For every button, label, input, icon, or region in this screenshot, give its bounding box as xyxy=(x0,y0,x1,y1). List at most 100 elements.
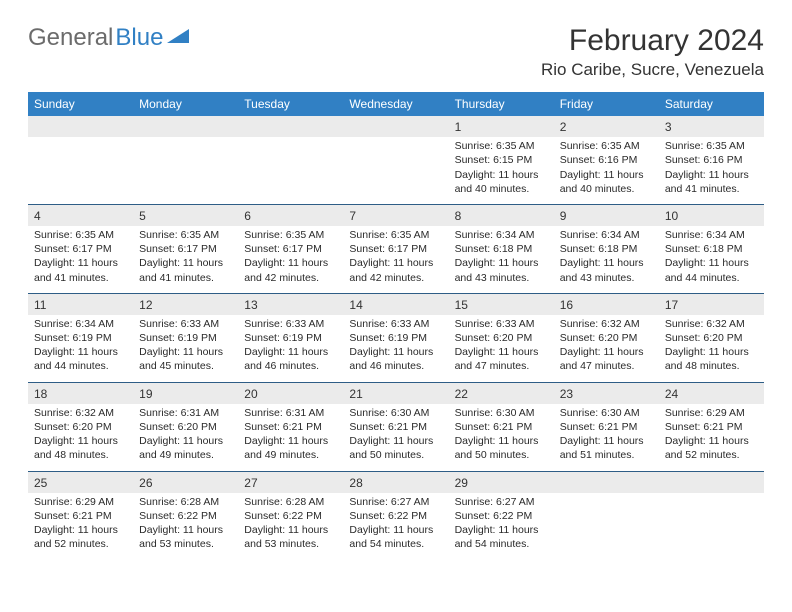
day-content-cell xyxy=(28,137,133,204)
day-number-cell: 7 xyxy=(343,204,448,226)
daylight-line: Daylight: 11 hours and 52 minutes. xyxy=(34,523,127,551)
sunset-line: Sunset: 6:18 PM xyxy=(560,242,653,256)
calendar-page: GeneralBlue February 2024 Rio Caribe, Su… xyxy=(0,0,792,583)
day-number-cell: 3 xyxy=(659,116,764,137)
day-number-cell: 13 xyxy=(238,293,343,315)
daylight-line: Daylight: 11 hours and 45 minutes. xyxy=(139,345,232,373)
day-number-cell: 24 xyxy=(659,382,764,404)
sunset-line: Sunset: 6:15 PM xyxy=(455,153,548,167)
day-content-cell: Sunrise: 6:35 AMSunset: 6:16 PMDaylight:… xyxy=(659,137,764,204)
daylight-line: Daylight: 11 hours and 44 minutes. xyxy=(665,256,758,284)
daylight-line: Daylight: 11 hours and 43 minutes. xyxy=(560,256,653,284)
day-content-cell: Sunrise: 6:28 AMSunset: 6:22 PMDaylight:… xyxy=(133,493,238,560)
day-number-row: 18192021222324 xyxy=(28,382,764,404)
daylight-line: Daylight: 11 hours and 50 minutes. xyxy=(455,434,548,462)
daylight-line: Daylight: 11 hours and 41 minutes. xyxy=(665,168,758,196)
weekday-header: Tuesday xyxy=(238,92,343,116)
sunset-line: Sunset: 6:16 PM xyxy=(560,153,653,167)
day-number-cell: 9 xyxy=(554,204,659,226)
sunset-line: Sunset: 6:20 PM xyxy=(455,331,548,345)
sunrise-line: Sunrise: 6:32 AM xyxy=(560,317,653,331)
sunrise-line: Sunrise: 6:32 AM xyxy=(34,406,127,420)
weekday-header: Wednesday xyxy=(343,92,448,116)
sunrise-line: Sunrise: 6:35 AM xyxy=(455,139,548,153)
day-content-cell: Sunrise: 6:35 AMSunset: 6:17 PMDaylight:… xyxy=(133,226,238,293)
day-content-cell: Sunrise: 6:30 AMSunset: 6:21 PMDaylight:… xyxy=(554,404,659,471)
sunrise-line: Sunrise: 6:30 AM xyxy=(349,406,442,420)
daylight-line: Daylight: 11 hours and 48 minutes. xyxy=(34,434,127,462)
day-number-cell xyxy=(133,116,238,137)
day-number-cell: 29 xyxy=(449,471,554,493)
day-number-cell: 2 xyxy=(554,116,659,137)
sunrise-line: Sunrise: 6:31 AM xyxy=(139,406,232,420)
sunrise-line: Sunrise: 6:34 AM xyxy=(560,228,653,242)
daylight-line: Daylight: 11 hours and 43 minutes. xyxy=(455,256,548,284)
sunrise-line: Sunrise: 6:27 AM xyxy=(349,495,442,509)
day-number-cell: 20 xyxy=(238,382,343,404)
daylight-line: Daylight: 11 hours and 40 minutes. xyxy=(560,168,653,196)
sunrise-line: Sunrise: 6:34 AM xyxy=(455,228,548,242)
day-number-cell: 21 xyxy=(343,382,448,404)
day-number-cell: 16 xyxy=(554,293,659,315)
day-content-cell: Sunrise: 6:35 AMSunset: 6:17 PMDaylight:… xyxy=(238,226,343,293)
sunrise-line: Sunrise: 6:35 AM xyxy=(665,139,758,153)
day-number-cell: 1 xyxy=(449,116,554,137)
day-content-row: Sunrise: 6:29 AMSunset: 6:21 PMDaylight:… xyxy=(28,493,764,560)
daylight-line: Daylight: 11 hours and 46 minutes. xyxy=(349,345,442,373)
day-content-row: Sunrise: 6:34 AMSunset: 6:19 PMDaylight:… xyxy=(28,315,764,382)
sunset-line: Sunset: 6:22 PM xyxy=(244,509,337,523)
day-number-cell: 12 xyxy=(133,293,238,315)
day-content-cell: Sunrise: 6:32 AMSunset: 6:20 PMDaylight:… xyxy=(659,315,764,382)
weekday-header: Saturday xyxy=(659,92,764,116)
day-number-cell: 25 xyxy=(28,471,133,493)
sunset-line: Sunset: 6:20 PM xyxy=(560,331,653,345)
day-content-cell: Sunrise: 6:27 AMSunset: 6:22 PMDaylight:… xyxy=(449,493,554,560)
day-content-cell: Sunrise: 6:33 AMSunset: 6:19 PMDaylight:… xyxy=(238,315,343,382)
sunset-line: Sunset: 6:17 PM xyxy=(244,242,337,256)
sunrise-line: Sunrise: 6:35 AM xyxy=(244,228,337,242)
day-number-cell: 8 xyxy=(449,204,554,226)
sunset-line: Sunset: 6:21 PM xyxy=(455,420,548,434)
day-content-cell: Sunrise: 6:30 AMSunset: 6:21 PMDaylight:… xyxy=(343,404,448,471)
sunset-line: Sunset: 6:21 PM xyxy=(560,420,653,434)
daylight-line: Daylight: 11 hours and 42 minutes. xyxy=(349,256,442,284)
sunset-line: Sunset: 6:17 PM xyxy=(349,242,442,256)
day-number-cell: 11 xyxy=(28,293,133,315)
logo-text-gray: General xyxy=(28,24,113,52)
day-number-cell: 10 xyxy=(659,204,764,226)
day-content-cell: Sunrise: 6:29 AMSunset: 6:21 PMDaylight:… xyxy=(28,493,133,560)
day-content-cell: Sunrise: 6:32 AMSunset: 6:20 PMDaylight:… xyxy=(28,404,133,471)
day-number-row: 45678910 xyxy=(28,204,764,226)
sunset-line: Sunset: 6:18 PM xyxy=(665,242,758,256)
sunrise-line: Sunrise: 6:35 AM xyxy=(560,139,653,153)
month-title: February 2024 xyxy=(541,24,764,58)
daylight-line: Daylight: 11 hours and 50 minutes. xyxy=(349,434,442,462)
day-number-cell: 22 xyxy=(449,382,554,404)
weekday-header: Sunday xyxy=(28,92,133,116)
sunrise-line: Sunrise: 6:34 AM xyxy=(665,228,758,242)
sunset-line: Sunset: 6:20 PM xyxy=(139,420,232,434)
sunset-line: Sunset: 6:19 PM xyxy=(244,331,337,345)
day-content-cell xyxy=(659,493,764,560)
day-content-cell: Sunrise: 6:33 AMSunset: 6:19 PMDaylight:… xyxy=(343,315,448,382)
sunrise-line: Sunrise: 6:33 AM xyxy=(244,317,337,331)
sunrise-line: Sunrise: 6:30 AM xyxy=(560,406,653,420)
sunset-line: Sunset: 6:21 PM xyxy=(244,420,337,434)
sunset-line: Sunset: 6:22 PM xyxy=(455,509,548,523)
day-content-cell: Sunrise: 6:35 AMSunset: 6:15 PMDaylight:… xyxy=(449,137,554,204)
sunset-line: Sunset: 6:16 PM xyxy=(665,153,758,167)
sunrise-line: Sunrise: 6:33 AM xyxy=(349,317,442,331)
day-number-cell: 17 xyxy=(659,293,764,315)
day-content-cell: Sunrise: 6:35 AMSunset: 6:16 PMDaylight:… xyxy=(554,137,659,204)
day-number-cell: 4 xyxy=(28,204,133,226)
sunset-line: Sunset: 6:20 PM xyxy=(665,331,758,345)
day-content-cell: Sunrise: 6:28 AMSunset: 6:22 PMDaylight:… xyxy=(238,493,343,560)
day-number-cell xyxy=(28,116,133,137)
day-content-cell: Sunrise: 6:31 AMSunset: 6:21 PMDaylight:… xyxy=(238,404,343,471)
logo-text-blue: Blue xyxy=(115,24,163,52)
sunrise-line: Sunrise: 6:28 AM xyxy=(244,495,337,509)
day-number-cell xyxy=(343,116,448,137)
weekday-header-row: Sunday Monday Tuesday Wednesday Thursday… xyxy=(28,92,764,116)
day-content-cell: Sunrise: 6:35 AMSunset: 6:17 PMDaylight:… xyxy=(343,226,448,293)
day-number-cell xyxy=(659,471,764,493)
